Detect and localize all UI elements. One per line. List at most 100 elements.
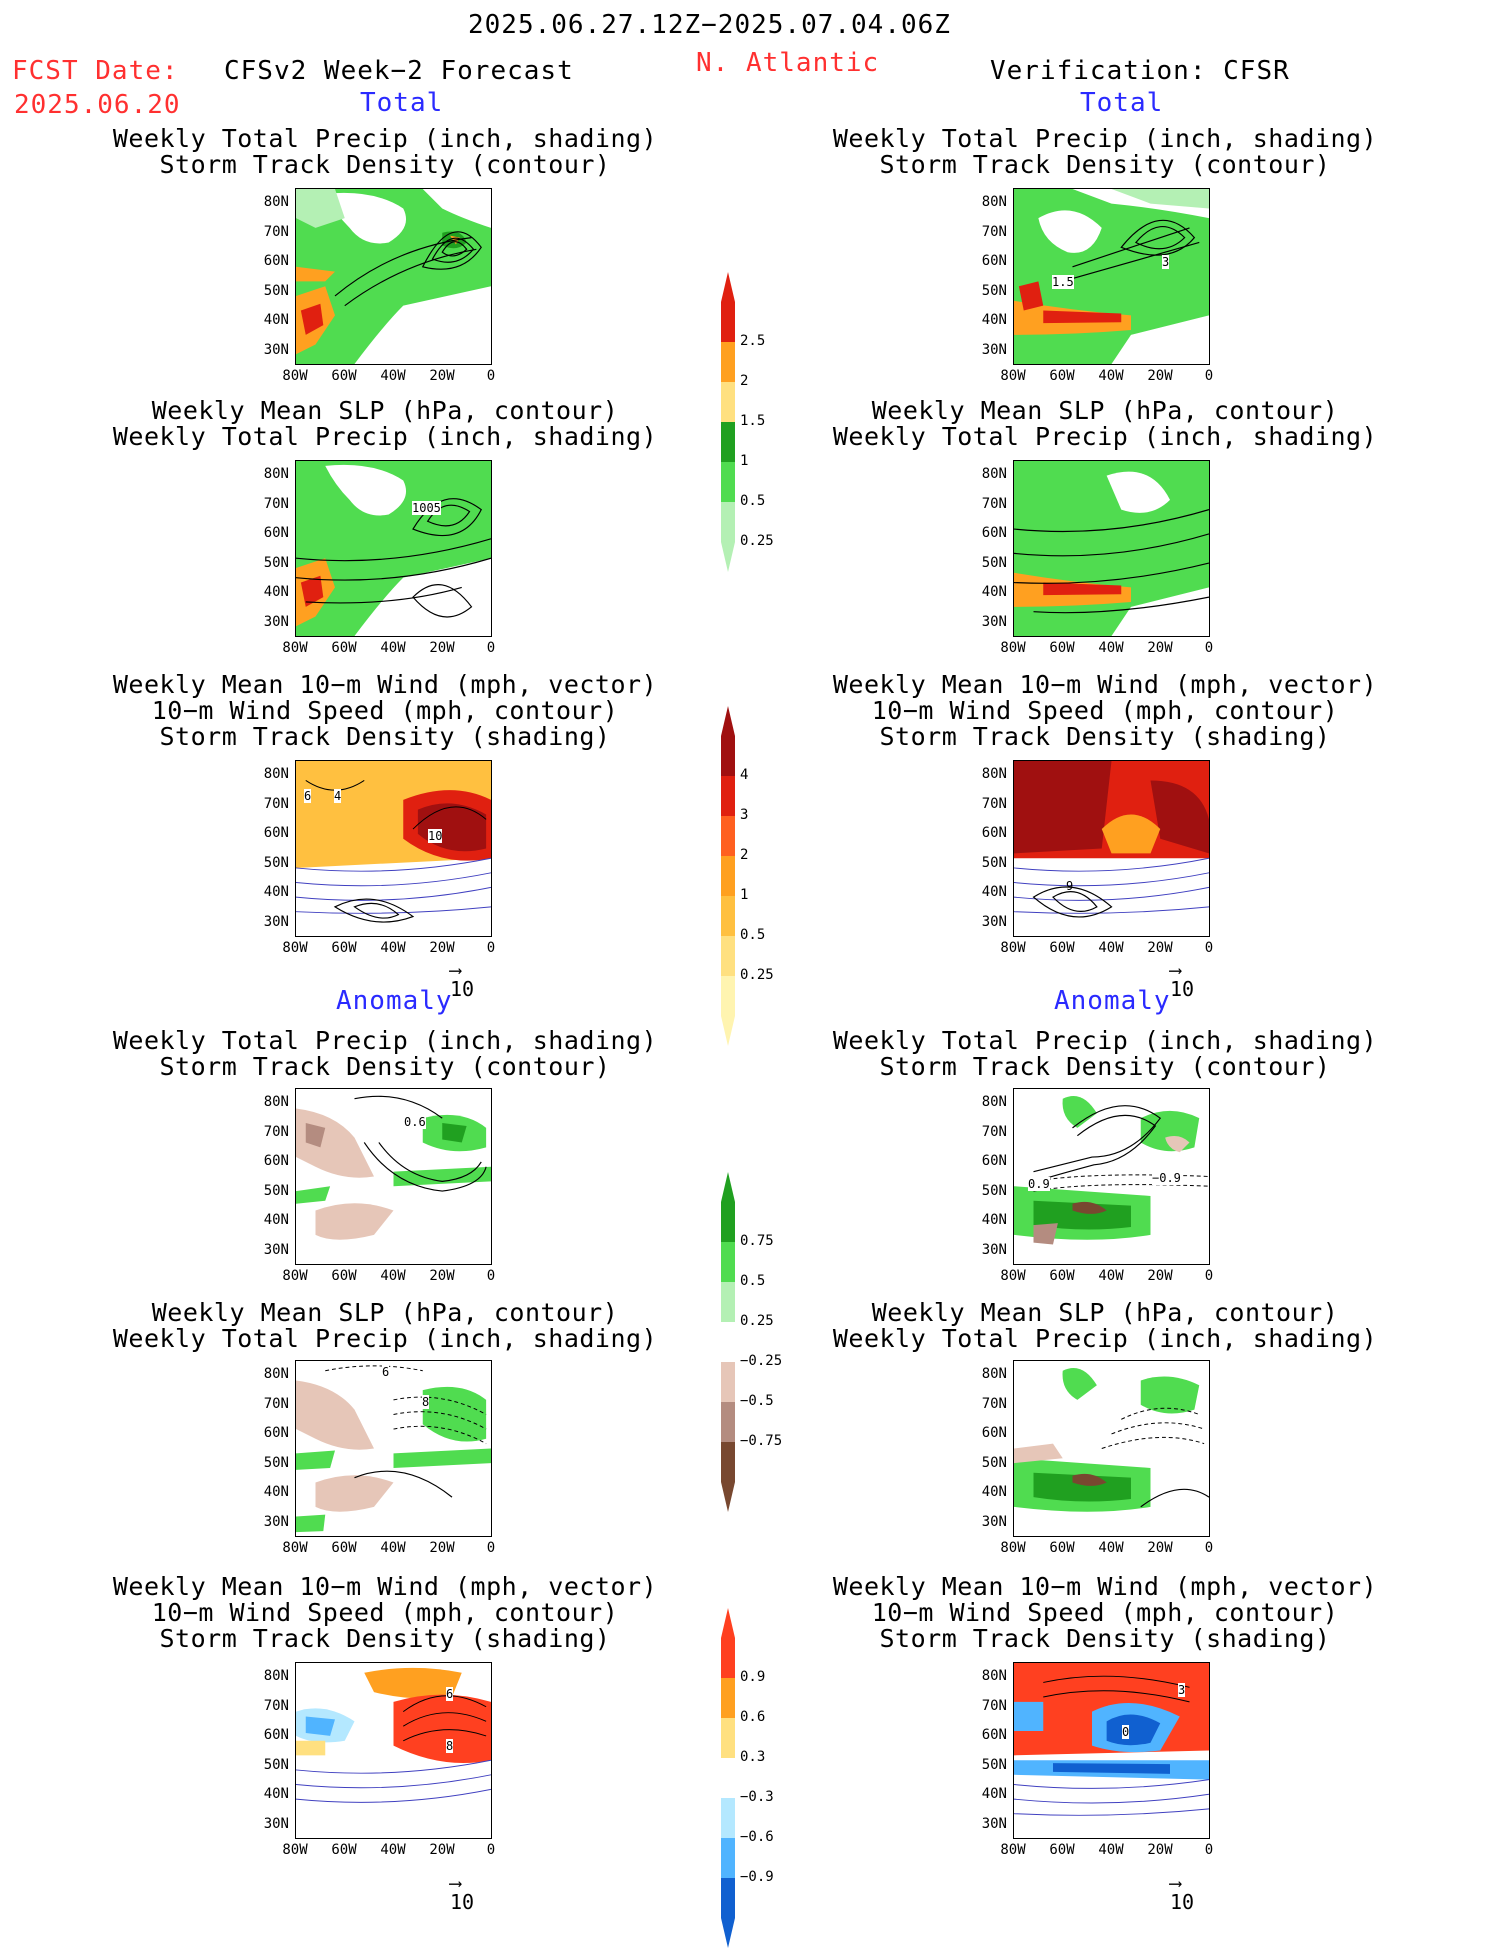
lon-tick-label: 20W xyxy=(1147,940,1173,956)
lat-tick-label: 60N xyxy=(981,1727,1007,1743)
colorbar-label: 0.25 xyxy=(740,533,774,549)
lat-tick-label: 40N xyxy=(263,884,289,900)
lon-tick-label: 20W xyxy=(429,368,455,384)
lon-tick-label: 20W xyxy=(1147,1842,1173,1858)
lon-tick-label: 40W xyxy=(380,940,406,956)
region-title: N. Atlantic xyxy=(696,48,880,78)
lat-tick-label: 50N xyxy=(263,1756,289,1773)
map-label: 4 xyxy=(334,789,342,803)
lat-tick-label: 60N xyxy=(981,525,1007,541)
lon-tick-label: 60W xyxy=(331,940,357,956)
lon-tick-label: 0 xyxy=(1204,368,1214,384)
forecast-title: CFSv2 Week−2 Forecast xyxy=(224,56,574,86)
colorbar-segment xyxy=(721,462,735,502)
map-label: 0.9 xyxy=(1028,1177,1050,1191)
lat-tick-label: 40N xyxy=(263,1212,289,1228)
map-forecast-anom-precip: 0.6 xyxy=(295,1088,492,1265)
lat-tick-label: 80N xyxy=(263,194,289,210)
lon-tick-label: 40W xyxy=(1098,1268,1124,1284)
panel-title: Weekly Mean 10−m Wind (mph, vector) 10−m… xyxy=(112,670,658,751)
section-total-left: Total xyxy=(360,88,444,118)
vector-reference: ⟶ 10 xyxy=(450,960,475,1002)
lon-tick-label: 20W xyxy=(429,1268,455,1284)
map-label: 1.5 xyxy=(1052,275,1074,289)
lat-tick-label: 70N xyxy=(981,495,1007,512)
lat-tick-label: 60N xyxy=(981,1153,1007,1169)
map-verification-anom-slp xyxy=(1013,1360,1210,1537)
lat-tick-label: 30N xyxy=(263,613,289,630)
map-forecast-total-wind: 6 4 10 xyxy=(295,760,492,937)
map-label: 9 xyxy=(1066,879,1074,893)
panel-title: Weekly Mean SLP (hPa, contour) Weekly To… xyxy=(112,1298,658,1353)
lon-tick-label: 20W xyxy=(1147,640,1173,656)
lat-tick-label: 70N xyxy=(981,1123,1007,1140)
map-forecast-anom-wind: 6 8 xyxy=(295,1662,492,1839)
lon-tick-label: 60W xyxy=(1049,1268,1075,1284)
lat-tick-label: 60N xyxy=(981,253,1007,269)
lon-tick-label: 20W xyxy=(429,1540,455,1556)
colorbar-label: −0.3 xyxy=(740,1789,774,1805)
lat-tick-label: 30N xyxy=(263,1815,289,1832)
lon-tick-label: 20W xyxy=(429,640,455,656)
colorbar-label: 0.5 xyxy=(740,493,766,509)
lat-tick-label: 60N xyxy=(981,825,1007,841)
lat-tick-label: 60N xyxy=(263,525,289,541)
colorbar-segment xyxy=(721,302,735,342)
lon-tick-label: 0 xyxy=(486,640,496,656)
map-verification-total-slp xyxy=(1013,460,1210,637)
lon-tick-label: 60W xyxy=(1049,1842,1075,1858)
lat-tick-label: 30N xyxy=(263,341,289,358)
lon-tick-label: 40W xyxy=(1098,940,1124,956)
lat-tick-label: 30N xyxy=(981,613,1007,630)
lon-tick-label: 0 xyxy=(486,1268,496,1284)
vector-reference: ⟶ 10 xyxy=(450,1873,475,1915)
colorbar-label: −0.5 xyxy=(740,1393,774,1409)
lon-tick-label: 80W xyxy=(1000,1540,1026,1556)
lat-tick-label: 50N xyxy=(981,282,1007,299)
lat-tick-label: 30N xyxy=(263,1513,289,1530)
panel-title: Weekly Total Precip (inch, shading) Stor… xyxy=(832,124,1378,179)
lon-tick-label: 0 xyxy=(486,1842,496,1858)
map-verification-anom-wind: 3 0 xyxy=(1013,1662,1210,1839)
colorbar-segment xyxy=(721,1242,735,1282)
lat-tick-label: 80N xyxy=(981,194,1007,210)
lon-tick-label: 60W xyxy=(331,368,357,384)
lat-tick-label: 70N xyxy=(263,795,289,812)
panel-title: Weekly Total Precip (inch, shading) Stor… xyxy=(112,124,658,179)
colorbar-label: 2 xyxy=(740,373,749,389)
colorbar-cap xyxy=(721,272,735,302)
colorbar-cap xyxy=(721,706,735,736)
date-range: 2025.06.27.12Z−2025.07.04.06Z xyxy=(468,10,951,40)
colorbar-segment xyxy=(721,1362,735,1402)
lon-tick-label: 80W xyxy=(1000,1842,1026,1858)
lon-tick-label: 0 xyxy=(1204,1842,1214,1858)
panel-title: Weekly Mean SLP (hPa, contour) Weekly To… xyxy=(112,396,658,451)
lat-tick-label: 70N xyxy=(263,495,289,512)
lon-tick-label: 40W xyxy=(1098,640,1124,656)
colorbar-cap xyxy=(721,1482,735,1512)
lon-tick-label: 40W xyxy=(1098,1842,1124,1858)
lat-tick-label: 80N xyxy=(981,1366,1007,1382)
colorbar-segment xyxy=(721,1402,735,1442)
colorbar-label: −0.75 xyxy=(740,1433,783,1449)
lat-tick-label: 50N xyxy=(981,1756,1007,1773)
lat-tick-label: 50N xyxy=(981,854,1007,871)
colorbar-segment xyxy=(721,776,735,816)
lat-tick-label: 40N xyxy=(981,584,1007,600)
lon-tick-label: 80W xyxy=(1000,940,1026,956)
lat-tick-label: 80N xyxy=(263,466,289,482)
lat-tick-label: 40N xyxy=(263,584,289,600)
lat-tick-label: 50N xyxy=(981,1182,1007,1199)
colorbar-segment xyxy=(721,422,735,462)
colorbar-cap xyxy=(721,1016,735,1046)
lat-tick-label: 70N xyxy=(981,1697,1007,1714)
lon-tick-label: 40W xyxy=(1098,368,1124,384)
lat-tick-label: 40N xyxy=(263,1484,289,1500)
colorbar-segment xyxy=(721,856,735,896)
colorbar-segment xyxy=(721,1638,735,1678)
colorbar-label: 0.5 xyxy=(740,927,766,943)
colorbar-label: 4 xyxy=(740,767,749,783)
vector-reference: ⟶ 10 xyxy=(1170,1873,1195,1915)
lon-tick-label: 40W xyxy=(380,1842,406,1858)
colorbar-segment xyxy=(721,1282,735,1322)
